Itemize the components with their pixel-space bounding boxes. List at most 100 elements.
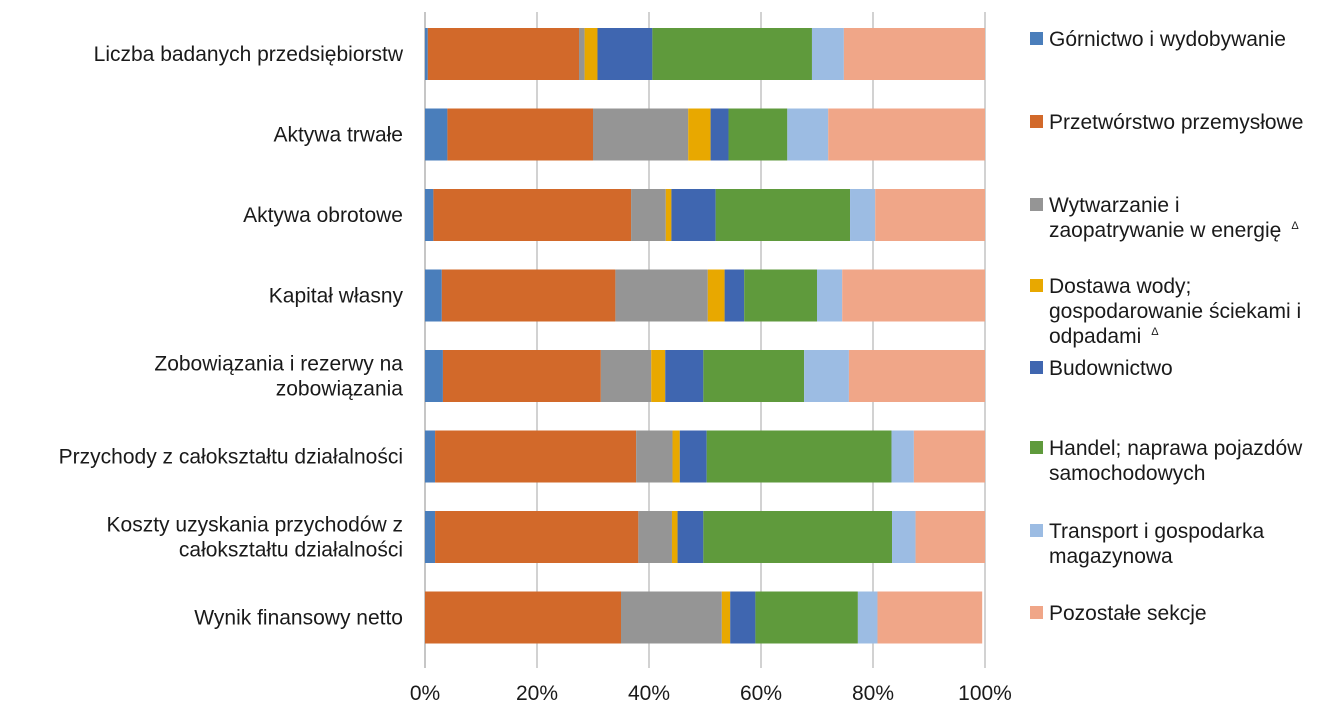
bar-segment xyxy=(615,269,708,322)
bar-segment xyxy=(677,511,704,563)
bar-segment xyxy=(621,591,722,644)
bar-segment xyxy=(651,350,666,402)
x-tick-label: 100% xyxy=(958,682,1012,705)
bar-segment xyxy=(435,511,639,563)
category-label: Aktywa trwałe xyxy=(273,124,403,147)
category-label: Wynik finansowy netto xyxy=(194,607,403,630)
category-label: Aktywa obrotowe xyxy=(243,204,403,227)
bar-segment xyxy=(425,189,434,241)
bars xyxy=(425,28,985,644)
bar-segment xyxy=(828,108,985,161)
bar-segment xyxy=(707,269,725,322)
bar-segment xyxy=(425,269,442,322)
bar-segment xyxy=(842,269,985,322)
bar-segment xyxy=(579,28,585,80)
category-label: Zobowiązania i rezerwy na xyxy=(154,353,403,376)
bar-segment xyxy=(425,591,621,644)
bar-segment xyxy=(672,430,680,483)
category-label: Liczba badanych przedsiębiorstw xyxy=(94,43,404,66)
legend-label: Transport i gospodarka xyxy=(1049,520,1264,543)
bar-segment xyxy=(744,269,817,322)
bar-segment xyxy=(915,511,985,563)
bar-segment xyxy=(787,108,829,161)
legend: Górnictwo i wydobywanie Przetwórstwo prze… xyxy=(1030,28,1303,625)
bar-segment xyxy=(425,108,448,161)
bar-segment xyxy=(441,269,616,322)
bar-segment xyxy=(425,430,436,483)
bar-segment xyxy=(652,28,812,80)
legend-label: Górnictwo i wydobywanie xyxy=(1049,28,1286,51)
bar-segment xyxy=(817,269,843,322)
bar-segment xyxy=(811,28,844,80)
bar-segment xyxy=(593,108,689,161)
bar-segment xyxy=(804,350,849,402)
bar-segment xyxy=(638,511,672,563)
category-label: Przychody z całokształtu działalności xyxy=(59,446,403,469)
category-label: całokształtu działalności xyxy=(179,539,403,562)
bar-segment xyxy=(877,591,983,644)
bar-segment xyxy=(442,350,601,402)
bar-segment xyxy=(631,189,666,241)
bar-segment xyxy=(715,189,851,241)
legend-label: samochodowych xyxy=(1049,462,1205,485)
bar-segment xyxy=(875,189,985,241)
bar-segment xyxy=(710,108,729,161)
legend-swatch xyxy=(1030,441,1043,454)
bar-segment xyxy=(892,511,916,563)
bar-segment xyxy=(671,189,716,241)
legend-delta-mark: Δ xyxy=(1151,326,1159,338)
legend-label: Budownictwo xyxy=(1049,357,1173,380)
bar-segment xyxy=(848,350,985,402)
category-labels: Liczba badanych przedsiębiorstw Aktywa tr… xyxy=(59,43,404,630)
bar-segment xyxy=(724,269,745,322)
bar-segment xyxy=(600,350,652,402)
legend-label: Handel; naprawa pojazdów xyxy=(1049,437,1303,460)
legend-delta-mark: Δ xyxy=(1291,220,1299,232)
legend-swatch xyxy=(1030,279,1043,292)
legend-label: zaopatrywanie w energię xyxy=(1049,219,1281,242)
bar-segment xyxy=(850,189,876,241)
bar-segment xyxy=(425,28,428,80)
bar-segment xyxy=(427,28,579,80)
bar-segment xyxy=(706,430,892,483)
x-tick-label: 60% xyxy=(740,682,782,705)
bar-segment xyxy=(913,430,985,483)
bar-segment xyxy=(857,591,878,644)
bar-segment xyxy=(435,430,637,483)
legend-label: magazynowa xyxy=(1049,545,1173,568)
bar-segment xyxy=(584,28,598,80)
bar-segment xyxy=(679,430,707,483)
x-tick-label: 40% xyxy=(628,682,670,705)
bar-segment xyxy=(703,511,893,563)
legend-swatch xyxy=(1030,606,1043,619)
legend-label: Dostawa wody; xyxy=(1049,275,1191,298)
x-tick-label: 20% xyxy=(516,682,558,705)
bar-segment xyxy=(721,591,731,644)
legend-swatch xyxy=(1030,524,1043,537)
x-tick-label: 80% xyxy=(852,682,894,705)
category-label: Koszty uzyskania przychodów z xyxy=(107,514,403,537)
bar-segment xyxy=(843,28,985,80)
category-label: zobowiązania xyxy=(276,378,404,401)
legend-label: gospodarowanie ściekami i xyxy=(1049,300,1301,323)
legend-swatch xyxy=(1030,115,1043,128)
legend-swatch xyxy=(1030,198,1043,211)
bar-segment xyxy=(433,189,632,241)
bar-segment xyxy=(728,108,788,161)
x-axis-tick-labels: 0% 20% 40% 60% 80% 100% xyxy=(410,682,1012,705)
bar-segment xyxy=(671,511,678,563)
legend-swatch xyxy=(1030,32,1043,45)
bar-segment xyxy=(688,108,711,161)
bar-segment xyxy=(755,591,858,644)
legend-label: Wytwarzanie i xyxy=(1049,194,1180,217)
bar-segment xyxy=(730,591,756,644)
legend-label: odpadami xyxy=(1049,325,1141,348)
bar-segment xyxy=(636,430,673,483)
category-label: Kapitał własny xyxy=(269,285,404,308)
legend-label: Pozostałe sekcje xyxy=(1049,602,1207,625)
legend-swatch xyxy=(1030,361,1043,374)
bar-segment xyxy=(891,430,914,483)
bar-segment xyxy=(665,189,672,241)
x-tick-label: 0% xyxy=(410,682,440,705)
